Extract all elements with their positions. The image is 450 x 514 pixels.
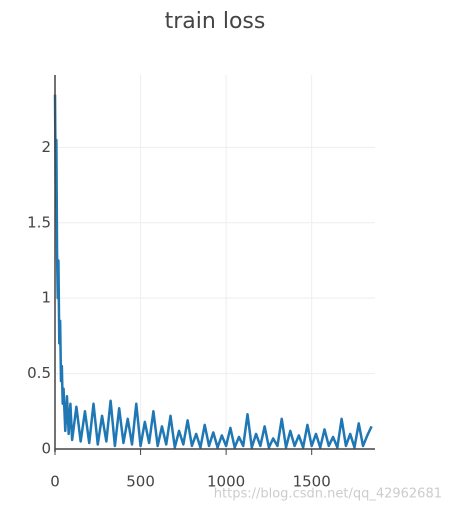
x-tick-label: 1500 <box>293 473 331 491</box>
chart-title: train loss <box>165 9 266 34</box>
y-tick-label: 0.5 <box>27 364 51 382</box>
x-tick-label: 500 <box>126 473 155 491</box>
y-tick-label: 1 <box>41 289 51 307</box>
y-tick-label: 1.5 <box>27 213 51 231</box>
y-tick-label: 0 <box>41 439 51 457</box>
loss-line <box>53 94 373 449</box>
x-tick-label: 1000 <box>207 473 245 491</box>
y-tick-label: 2 <box>41 138 51 156</box>
watermark: https://blog.csdn.net/qq_42962681 <box>214 487 442 502</box>
x-tick-label: 0 <box>50 473 60 491</box>
